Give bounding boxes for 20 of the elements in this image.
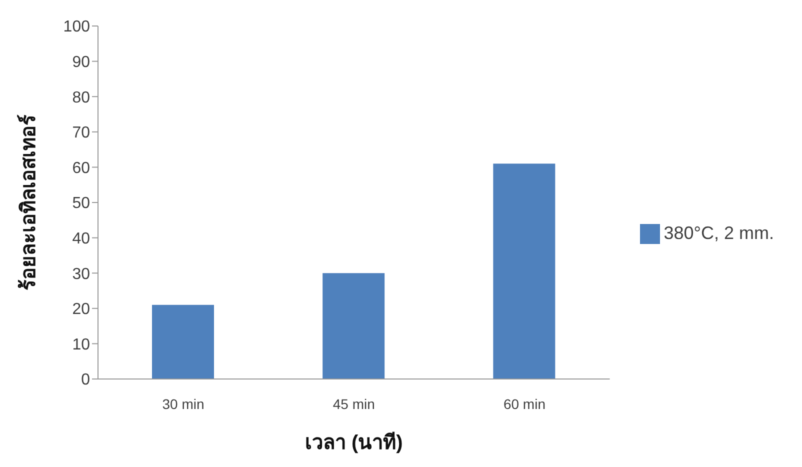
y-tick-label: 0 [81, 372, 90, 389]
x-tick-label: 45 min [332, 396, 375, 412]
y-tick-label: 20 [72, 301, 90, 318]
y-tick-label: 90 [72, 54, 90, 71]
y-tick-label: 10 [72, 336, 90, 354]
y-tick-label: 60 [72, 160, 90, 177]
y-tick-label: 30 [72, 266, 90, 283]
legend-label: 380°C, 2 mm. [664, 222, 774, 243]
y-tick-label: 80 [72, 89, 90, 106]
x-tick-label: 30 min [162, 396, 204, 412]
y-tick-label: 70 [72, 124, 90, 142]
x-tick-label: 60 min [503, 396, 546, 412]
y-tick-label: 40 [72, 230, 90, 248]
y-tick-label: 100 [63, 18, 90, 36]
bar [152, 304, 214, 379]
x-axis-title: เวลา (นาที) [304, 431, 403, 454]
bar [493, 164, 556, 379]
y-tick-label: 50 [72, 195, 90, 212]
y-axis-title: ร้อยละเอทิลเอสเทอร์ [17, 114, 40, 290]
bar [322, 273, 385, 379]
